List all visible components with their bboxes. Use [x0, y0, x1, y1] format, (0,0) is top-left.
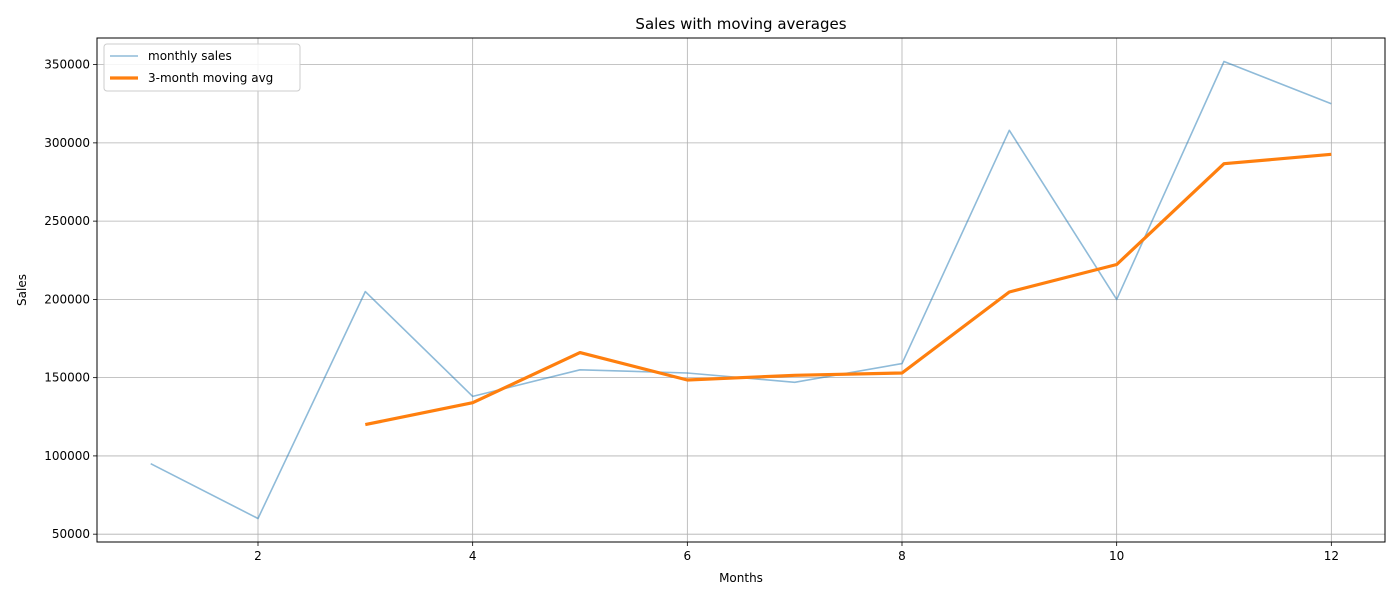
x-tick-label: 10: [1109, 549, 1124, 563]
legend: monthly sales 3-month moving avg: [103, 43, 301, 92]
y-tick-label: 100000: [44, 449, 90, 463]
series-line-moving-avg: [364, 152, 1332, 427]
legend-label: 3-month moving avg: [148, 71, 273, 85]
series-layer: [150, 60, 1332, 520]
ticks: 2 4 6 8 10 12 50000 100000 150000 200000 250000 300…: [44, 58, 1339, 563]
chart-title: Sales with moving averages: [635, 15, 846, 33]
legend-label: monthly sales: [148, 49, 232, 63]
y-axis-title: Sales: [15, 274, 29, 306]
x-tick-label: 4: [469, 549, 477, 563]
y-tick-label: 250000: [44, 214, 90, 228]
grid: [97, 38, 1385, 542]
x-axis-title: Months: [719, 571, 763, 585]
x-tick-label: 8: [898, 549, 906, 563]
x-tick-label: 12: [1324, 549, 1339, 563]
y-tick-label: 50000: [52, 527, 90, 541]
x-tick-label: 6: [684, 549, 692, 563]
legend-box: [103, 43, 301, 92]
y-tick-label: 150000: [44, 371, 90, 385]
y-tick-label: 200000: [44, 292, 90, 306]
x-tick-label: 2: [254, 549, 262, 563]
y-tick-label: 350000: [44, 58, 90, 72]
plot-frame: [96, 37, 1386, 543]
y-tick-label: 300000: [44, 136, 90, 150]
